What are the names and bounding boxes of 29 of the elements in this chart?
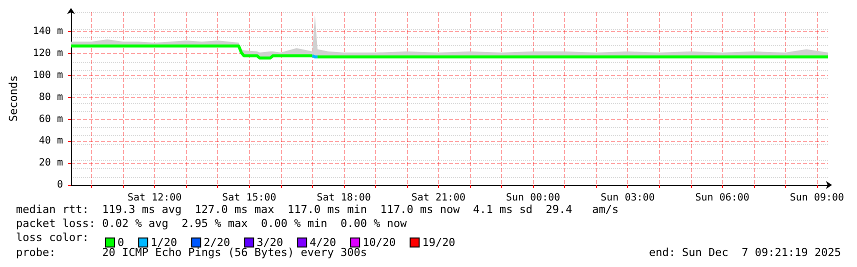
y-tick-label: 20 m xyxy=(38,158,63,169)
x-tick-label: Sat 12:00 xyxy=(127,192,182,204)
legend-label: 3/20 xyxy=(256,236,284,249)
legend-label: 1/20 xyxy=(150,236,178,249)
x-tick-label: Sat 21:00 xyxy=(411,192,466,204)
text: probe: 20 ICMP Echo Pings (56 Bytes) every 300s xyxy=(16,246,367,259)
y-tick-label: 80 m xyxy=(38,92,63,103)
legend-label: 10/20 xyxy=(362,236,396,249)
text: loss color: xyxy=(16,231,89,244)
legend-label: 0 xyxy=(118,236,124,249)
x-tick-label: Sat 15:00 xyxy=(222,192,276,204)
x-tick-label: Sun 06:00 xyxy=(695,192,750,204)
legend-label: 4/20 xyxy=(310,236,336,249)
y-tick-label: 60 m xyxy=(38,114,63,125)
x-tick-label: Sat 18:00 xyxy=(316,192,371,204)
y-tick-label: 140 m xyxy=(32,26,63,38)
text: end: Sun Dec 7 09:21:19 2025 xyxy=(648,246,842,259)
text: packet loss: 0.02 % avg 2.95 % max 0.00 % min 0.00 % now xyxy=(16,217,408,230)
text: median rtt: 119.3 ms avg 127.0 ms max 117.0 ms min 117.0 ms now 4.1 ms sd 29.4 am/s xyxy=(16,203,619,216)
y-tick-label: 40 m xyxy=(38,136,63,147)
y-tick-label: 120 m xyxy=(32,48,63,60)
y-axis-title: Seconds xyxy=(7,75,20,122)
y-tick-label: 0 xyxy=(56,180,63,190)
x-tick-label: Sun 03:00 xyxy=(600,192,655,204)
legend-label: 19/20 xyxy=(422,236,456,249)
x-tick-label: Sun 09:00 xyxy=(790,192,844,204)
y-tick-label: 100 m xyxy=(32,70,63,82)
legend-label: 2/20 xyxy=(204,236,230,249)
x-tick-label: Sun 00:00 xyxy=(506,192,560,204)
